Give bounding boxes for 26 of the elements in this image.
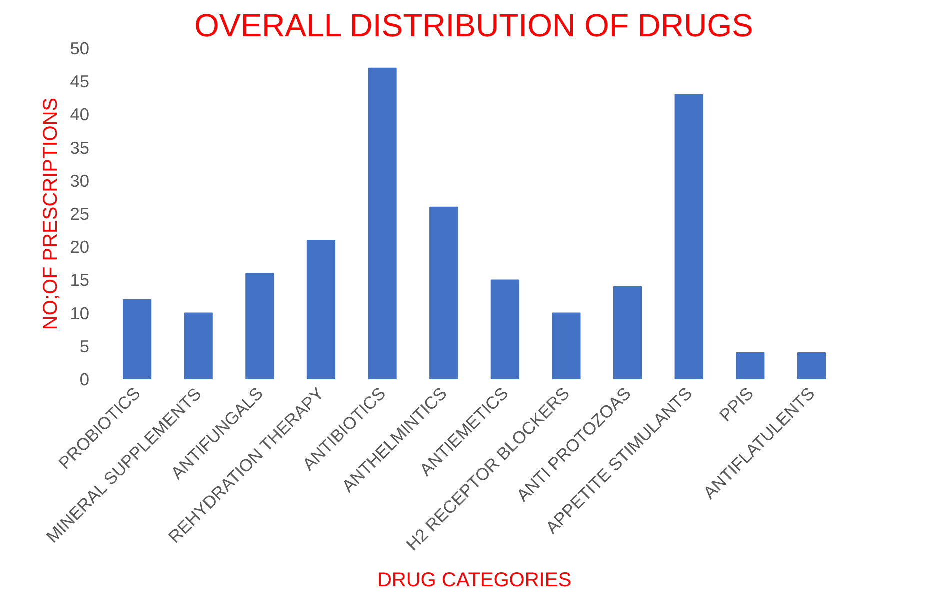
x-axis-title: DRUG CATEGORIES — [377, 570, 572, 592]
bar — [368, 68, 397, 380]
bar — [736, 352, 765, 380]
bar — [122, 300, 152, 380]
y-tick-label: 30 — [70, 170, 90, 191]
y-tick-label: 10 — [70, 303, 90, 324]
bar — [797, 352, 826, 380]
bar — [490, 280, 520, 380]
y-tick-label: 5 — [80, 336, 90, 356]
bar — [430, 206, 458, 380]
y-tick-label: 0 — [80, 370, 90, 390]
bar — [306, 240, 336, 380]
bar — [674, 94, 704, 380]
bar — [613, 286, 642, 380]
y-axis-title: NO;OF PRESCRIPTIONS — [40, 98, 62, 330]
y-tick-label: 35 — [70, 138, 90, 158]
y-tick-label: 50 — [70, 38, 90, 58]
bar — [552, 312, 581, 380]
y-tick-label: 15 — [70, 270, 90, 290]
chart-title: OVERALL DISTRIBUTION OF DRUGS — [194, 8, 754, 44]
y-tick-label: 20 — [70, 237, 90, 258]
y-tick-label: 40 — [70, 104, 90, 125]
y-tick-label: 45 — [70, 72, 90, 92]
bar — [246, 273, 274, 380]
bar — [184, 312, 213, 380]
y-tick-label: 25 — [70, 204, 90, 224]
